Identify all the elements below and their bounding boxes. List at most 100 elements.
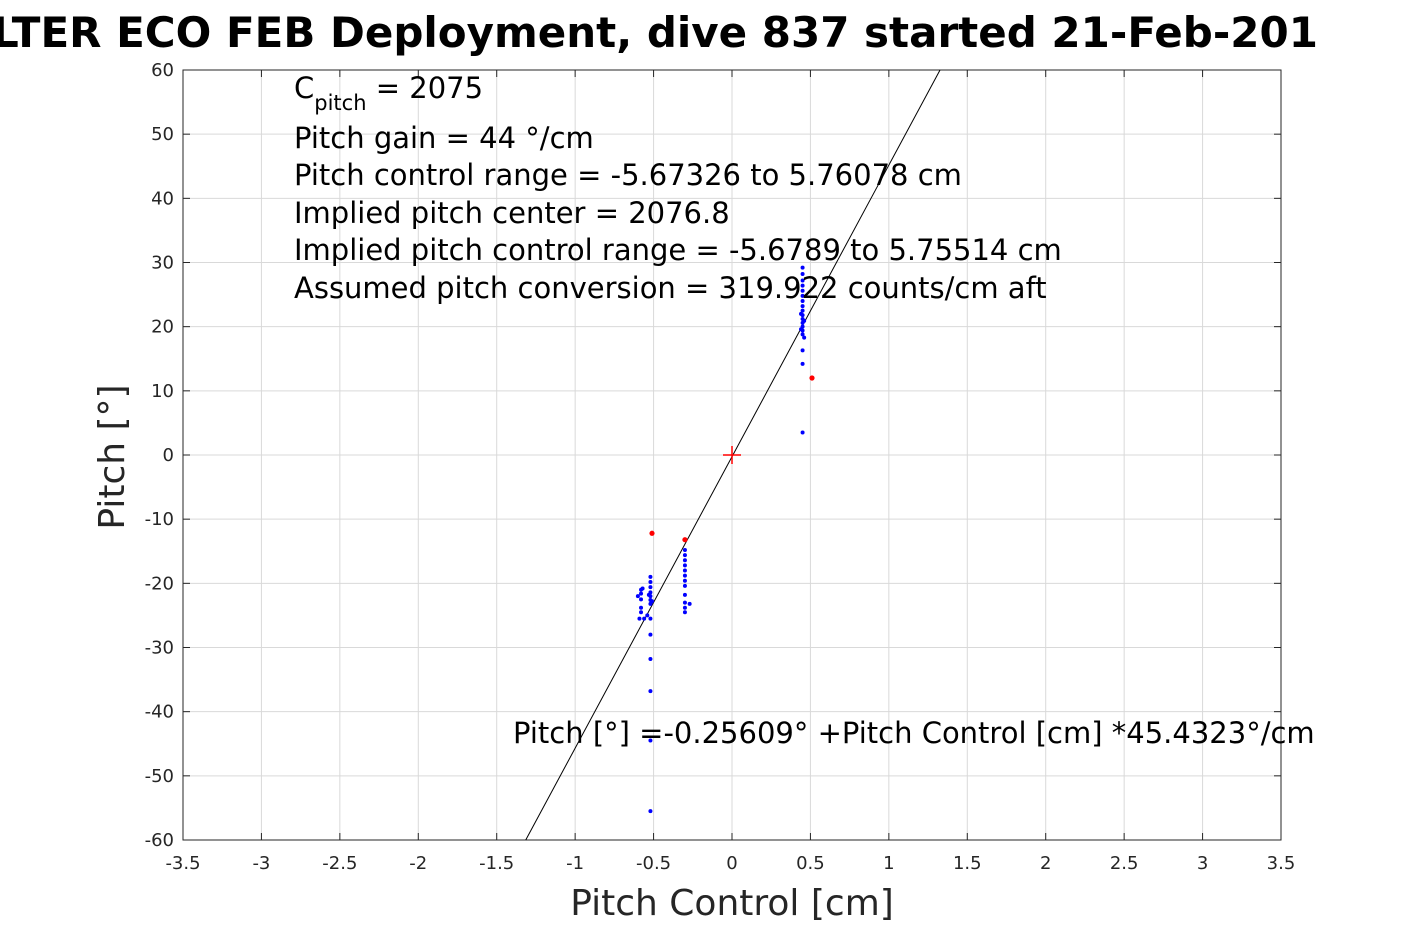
annotation-implied-pitch-center: Implied pitch center = 2076.8 bbox=[294, 196, 730, 230]
blue-data-point bbox=[800, 332, 805, 337]
blue-data-point bbox=[800, 272, 805, 277]
annotation-implied-pitch-control-range: Implied pitch control range = -5.6789 to… bbox=[294, 233, 1062, 267]
blue-data-point bbox=[635, 594, 640, 599]
y-axis-ticks: 60 50 40 30 20 10 0 -10 -20 -30 -40 -50 -60 bbox=[145, 60, 1281, 851]
blue-data-point bbox=[682, 568, 687, 573]
y-tick-label: -50 bbox=[145, 766, 174, 787]
blue-data-point bbox=[800, 361, 805, 366]
y-tick-label: -30 bbox=[145, 638, 174, 659]
fit-equation: Pitch [°] =-0.25609° +Pitch Control [cm]… bbox=[513, 716, 1315, 750]
x-tick-label: -2.5 bbox=[322, 853, 357, 874]
data-points bbox=[635, 265, 815, 814]
blue-data-point bbox=[682, 563, 687, 568]
blue-data-point bbox=[646, 592, 651, 597]
blue-data-point bbox=[799, 311, 804, 316]
blue-data-point bbox=[682, 592, 687, 597]
x-tick-label: -0.5 bbox=[636, 853, 671, 874]
blue-data-point bbox=[642, 616, 647, 621]
blue-data-point bbox=[648, 738, 653, 743]
blue-data-point bbox=[648, 574, 653, 579]
blue-data-point bbox=[682, 583, 687, 588]
blue-data-point bbox=[648, 657, 653, 662]
c-pitch-subscript: pitch bbox=[314, 91, 366, 115]
x-tick-label: -3.5 bbox=[165, 853, 200, 874]
blue-data-point bbox=[802, 318, 807, 323]
blue-data-point bbox=[800, 283, 805, 288]
y-tick-label: -20 bbox=[145, 573, 174, 594]
blue-data-point bbox=[648, 809, 653, 814]
x-tick-label: 1.5 bbox=[953, 853, 982, 874]
y-tick-label: 0 bbox=[163, 445, 174, 466]
blue-data-point bbox=[800, 348, 805, 353]
annotation-pitch-gain: Pitch gain = 44 °/cm bbox=[294, 121, 594, 155]
y-tick-label: -10 bbox=[145, 509, 174, 530]
c-pitch-value: = 2075 bbox=[367, 71, 484, 105]
y-tick-label: -40 bbox=[145, 702, 174, 723]
blue-data-point bbox=[682, 610, 687, 615]
red-data-point bbox=[682, 537, 688, 543]
blue-data-point bbox=[682, 605, 687, 610]
blue-data-point bbox=[650, 599, 655, 604]
x-tick-label: 3.5 bbox=[1267, 853, 1296, 874]
blue-data-point bbox=[639, 610, 644, 615]
x-tick-label: -2 bbox=[409, 853, 427, 874]
blue-data-point bbox=[800, 430, 805, 435]
x-axis-label: Pitch Control [cm] bbox=[570, 883, 894, 924]
blue-data-point bbox=[800, 293, 805, 298]
x-tick-label: 3 bbox=[1197, 853, 1208, 874]
y-tick-label: 10 bbox=[151, 381, 174, 402]
blue-data-point bbox=[800, 308, 805, 313]
x-tick-label: -1 bbox=[566, 853, 584, 874]
x-tick-label: 2 bbox=[1040, 853, 1051, 874]
y-tick-label: 30 bbox=[151, 253, 174, 274]
blue-data-point bbox=[682, 558, 687, 563]
blue-data-point bbox=[648, 616, 653, 621]
blue-data-point bbox=[682, 553, 687, 558]
blue-data-point bbox=[800, 265, 805, 270]
blue-data-point bbox=[800, 299, 805, 303]
c-pitch-base: C bbox=[294, 71, 314, 105]
x-tick-label: 2.5 bbox=[1110, 853, 1139, 874]
annotation-assumed-pitch-conversion: Assumed pitch conversion = 319.922 count… bbox=[294, 271, 1047, 305]
x-tick-label: -1.5 bbox=[479, 853, 514, 874]
c-pitch-annotation: Cpitch = 2075 bbox=[294, 71, 483, 115]
center-marker-group bbox=[723, 446, 741, 464]
blue-data-point bbox=[800, 278, 805, 283]
blue-data-point bbox=[640, 586, 645, 591]
blue-data-point bbox=[648, 689, 653, 694]
blue-data-point bbox=[639, 597, 644, 602]
blue-data-point bbox=[648, 632, 653, 637]
annotation-pitch-control-range: Pitch control range = -5.67326 to 5.7607… bbox=[294, 158, 962, 192]
red-data-point bbox=[649, 530, 655, 536]
blue-data-point bbox=[645, 613, 650, 618]
blue-data-point bbox=[800, 304, 805, 309]
x-tick-label: 0.5 bbox=[796, 853, 825, 874]
y-tick-label: 20 bbox=[151, 317, 174, 338]
blue-data-point bbox=[682, 578, 687, 583]
blue-data-point bbox=[682, 600, 687, 605]
blue-data-point bbox=[687, 601, 692, 606]
x-axis-ticks: -3.5 -3 -2.5 -2 -1.5 -1 -0.5 0 0.5 1 1.5 2 2.5 3 3.5 bbox=[165, 70, 1295, 874]
blue-data-point bbox=[682, 573, 687, 578]
y-tick-label: 40 bbox=[151, 188, 174, 209]
y-tick-label: -60 bbox=[145, 830, 174, 851]
x-tick-label: 0 bbox=[726, 853, 737, 874]
blue-data-point bbox=[648, 580, 653, 585]
blue-data-point bbox=[639, 605, 644, 610]
blue-data-point bbox=[800, 288, 805, 293]
blue-data-point bbox=[682, 547, 687, 552]
x-tick-label: 1 bbox=[883, 853, 894, 874]
blue-data-point bbox=[637, 616, 642, 621]
chart-title: LTER ECO FEB Deployment, dive 837 starte… bbox=[0, 8, 1318, 57]
y-axis-label: Pitch [°] bbox=[92, 384, 133, 529]
y-tick-label: 50 bbox=[151, 124, 174, 145]
blue-data-point bbox=[639, 591, 644, 596]
y-tick-label: 60 bbox=[151, 60, 174, 81]
red-data-point bbox=[809, 375, 815, 381]
blue-data-point bbox=[799, 327, 804, 332]
blue-data-point bbox=[802, 335, 807, 340]
blue-data-point bbox=[648, 585, 653, 590]
x-tick-label: -3 bbox=[252, 853, 270, 874]
grid bbox=[182, 69, 1282, 841]
